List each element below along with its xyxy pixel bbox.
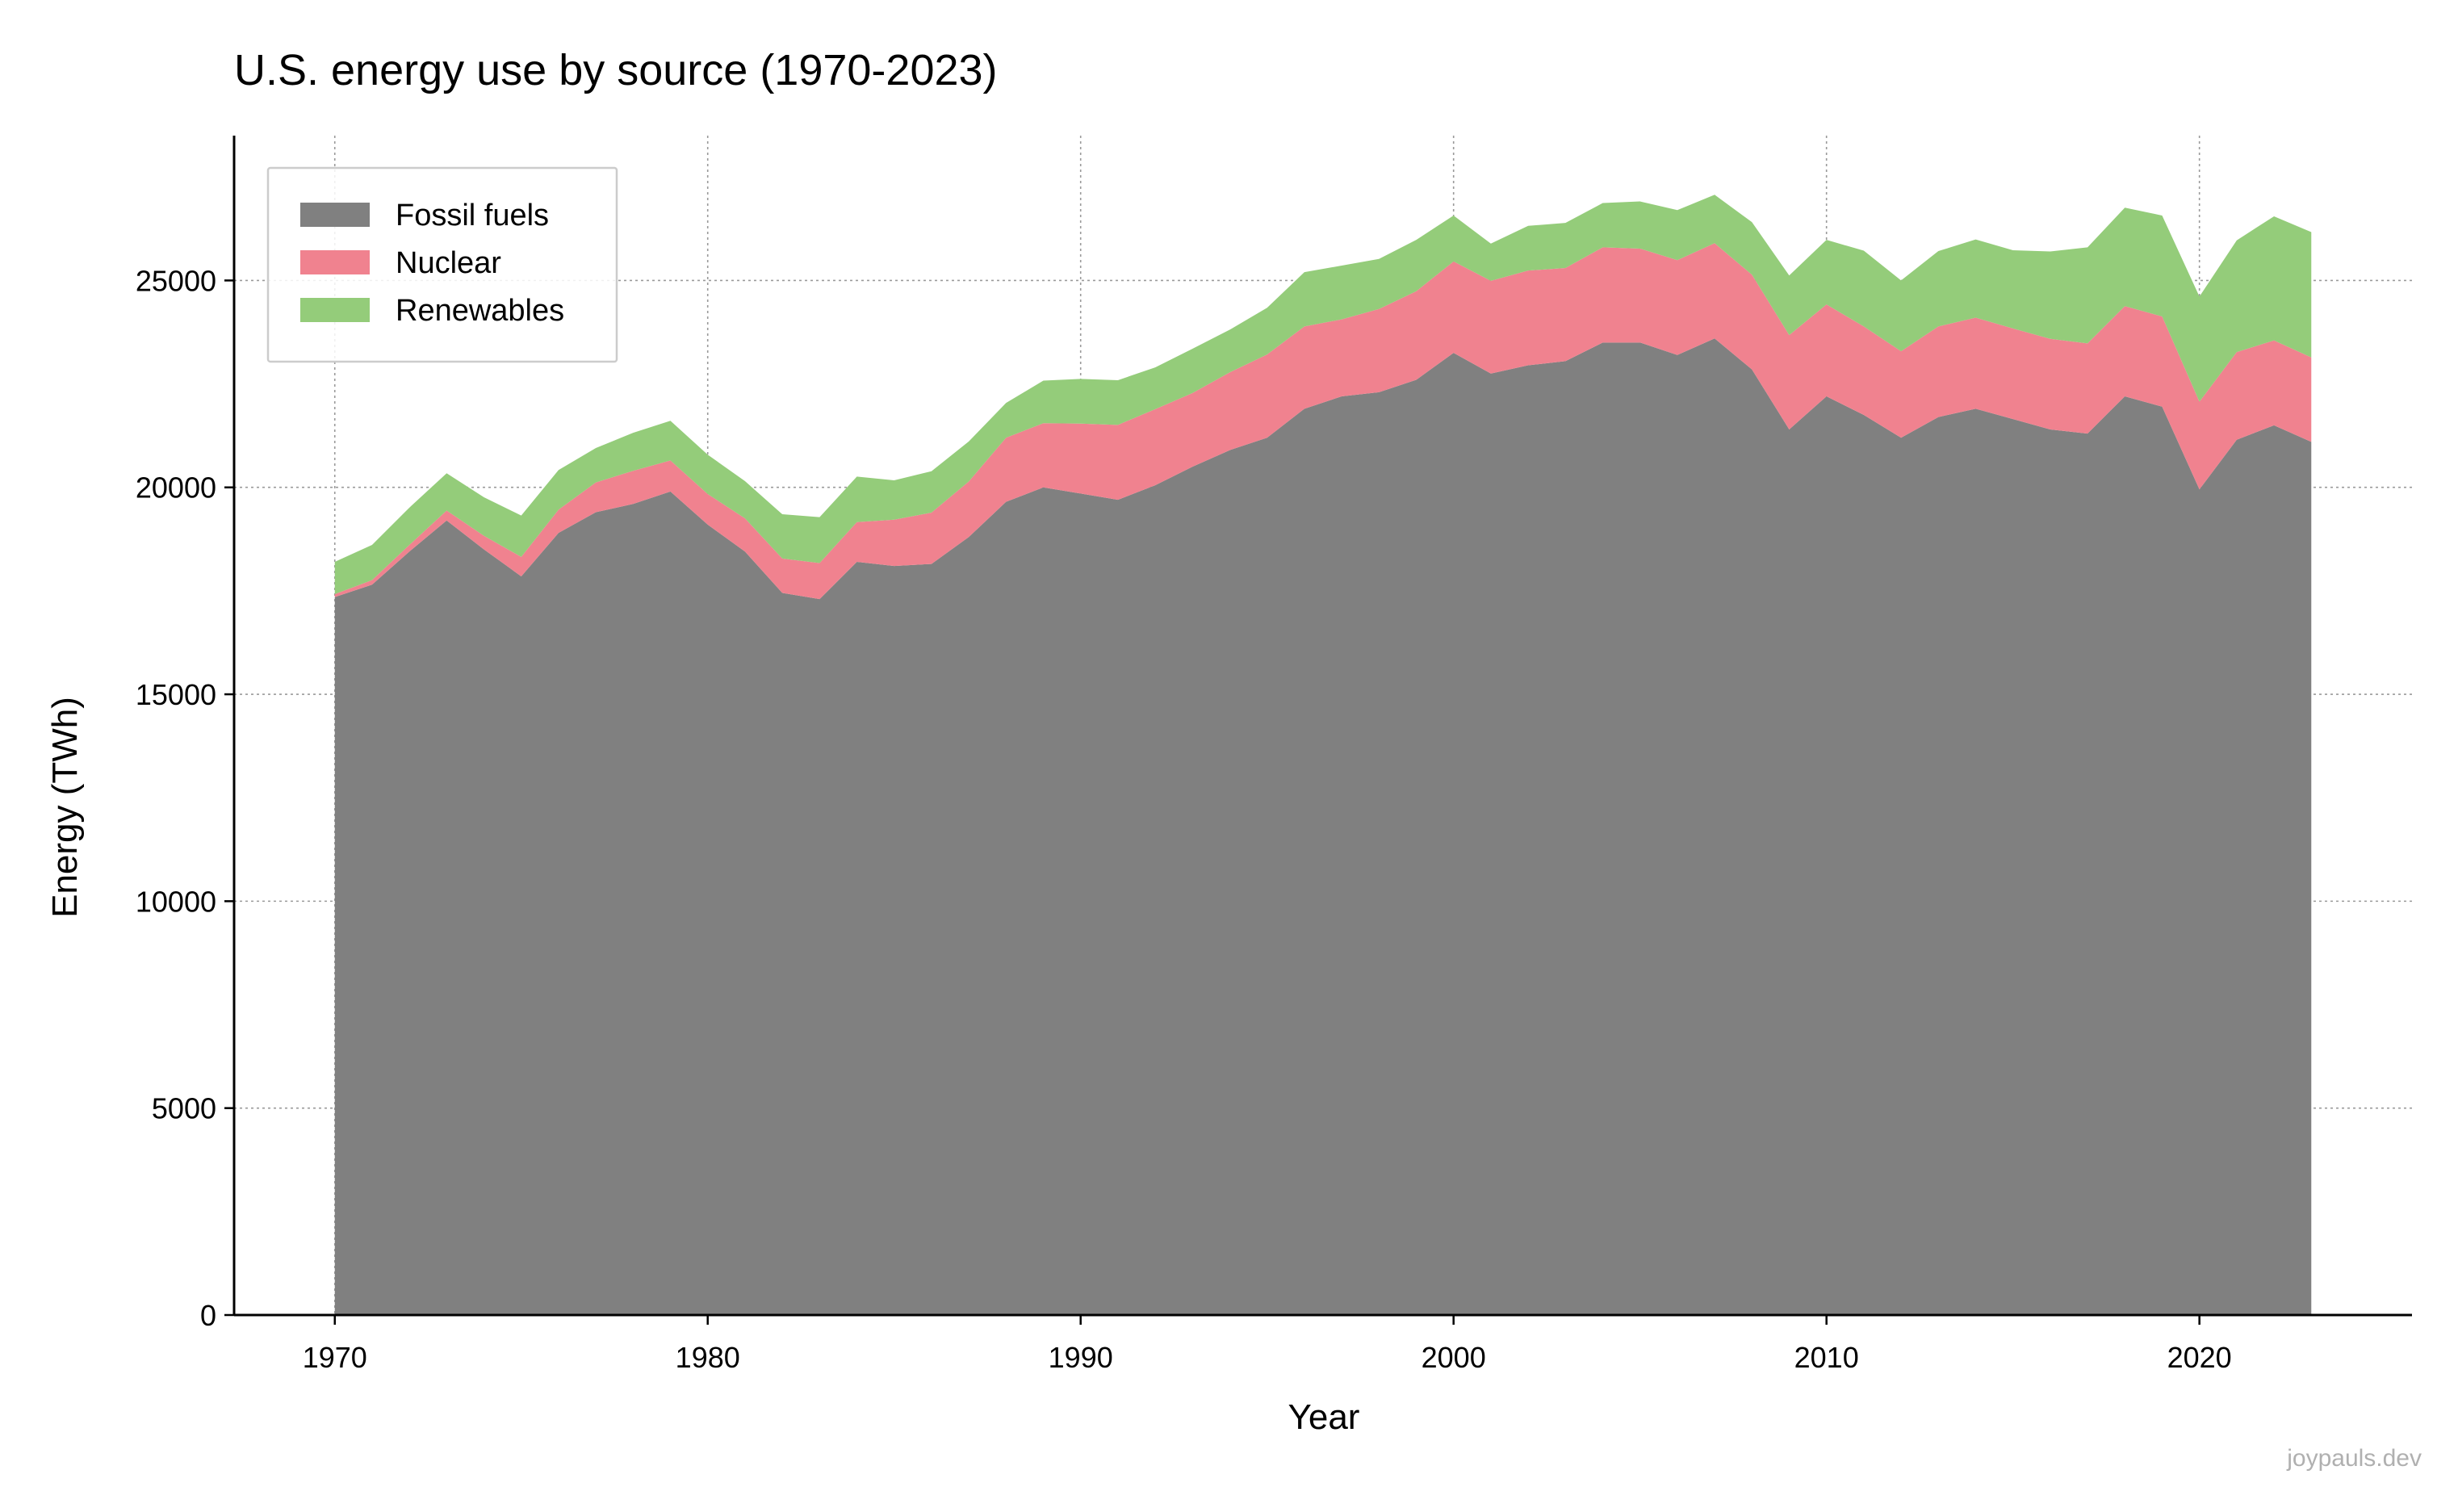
area-renewables <box>334 195 2312 594</box>
watermark-text: joypauls.dev <box>2286 1445 2422 1472</box>
x-tick-label-2010: 2010 <box>1794 1341 1859 1374</box>
x-tick-label-1970: 1970 <box>303 1341 367 1374</box>
x-tick-label-1980: 1980 <box>676 1341 740 1374</box>
legend-swatch-fossil-fuels <box>300 203 370 227</box>
legend-label-fossil-fuels: Fossil fuels <box>396 199 549 232</box>
area-fossil-fuels <box>334 338 2312 1316</box>
legend-swatch-renewables <box>300 298 370 322</box>
chart-title: U.S. energy use by source (1970-2023) <box>234 46 998 94</box>
y-tick-label-5000: 5000 <box>152 1092 216 1125</box>
y-axis-label: Energy (TWh) <box>45 697 85 918</box>
tick-labels: 0 5000 10000 15000 20000 25000 1970 1980 1990 200… <box>136 264 2232 1374</box>
x-tick-label-1990: 1990 <box>1049 1341 1113 1374</box>
y-tick-label-10000: 10000 <box>136 885 216 918</box>
area-nuclear <box>334 243 2312 600</box>
legend: Fossil fuels Nuclear Renewables <box>266 166 618 363</box>
x-tick-label-2000: 2000 <box>1422 1341 1486 1374</box>
x-tick-label-2020: 2020 <box>2167 1341 2232 1374</box>
legend-swatch-nuclear <box>300 250 370 274</box>
y-tick-label-25000: 25000 <box>136 264 216 297</box>
x-axis-label: Year <box>1288 1397 1360 1437</box>
y-tick-label-0: 0 <box>200 1299 216 1332</box>
y-tick-label-15000: 15000 <box>136 678 216 711</box>
axes <box>232 136 2412 1317</box>
y-tick-label-20000: 20000 <box>136 471 216 505</box>
legend-label-nuclear: Nuclear <box>396 246 501 280</box>
legend-label-renewables: Renewables <box>396 294 564 328</box>
stacked-area-plot <box>334 195 2312 1316</box>
